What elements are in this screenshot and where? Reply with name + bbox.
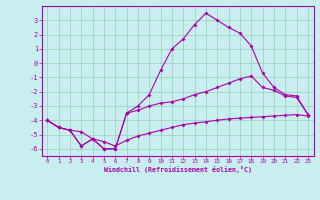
- X-axis label: Windchill (Refroidissement éolien,°C): Windchill (Refroidissement éolien,°C): [104, 166, 252, 173]
